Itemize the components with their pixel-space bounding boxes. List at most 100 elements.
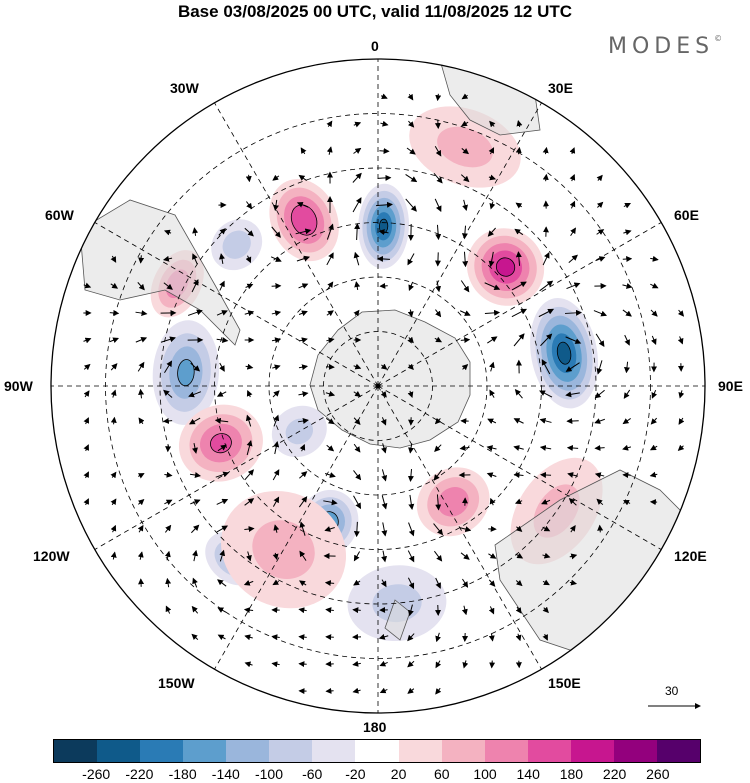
wind-arrow: [163, 282, 173, 290]
wind-arrow: [353, 121, 362, 128]
wind-arrow: [244, 469, 254, 481]
colorbar-cell: [527, 740, 571, 762]
wind-arrow: [353, 551, 361, 562]
wind-arrow: [651, 335, 657, 346]
wind-arrow: [109, 337, 119, 344]
wind-arrow: [244, 526, 255, 533]
wind-arrow: [435, 224, 442, 241]
wind-arrow: [381, 522, 388, 537]
modes-logo: MODES©: [608, 34, 722, 59]
wind-arrow: [245, 283, 254, 290]
colorbar: [53, 739, 701, 763]
wind-arrow: [298, 310, 308, 317]
wind-arrow: [624, 334, 630, 346]
wind-arrow: [408, 522, 415, 537]
negative-anomaly: [358, 183, 409, 269]
wind-arrow: [516, 120, 523, 128]
lon-label-30e: 30E: [548, 80, 573, 96]
wind-arrow: [542, 525, 551, 532]
wind-arrow: [83, 498, 89, 506]
wind-arrow: [110, 471, 117, 479]
wind-arrow: [565, 391, 580, 398]
wind-arrow: [243, 607, 254, 614]
wind-arrow: [488, 147, 495, 155]
wind-arrow: [596, 174, 603, 182]
wind-arrow: [623, 202, 632, 209]
wind-arrow: [434, 119, 441, 130]
colorbar-cell: [183, 740, 227, 762]
wind-arrow: [539, 280, 554, 292]
wind-arrow: [377, 174, 392, 181]
wind-arrow: [538, 308, 555, 318]
wind-arrow: [651, 389, 658, 399]
wind-arrow: [138, 255, 145, 264]
wind-arrow: [462, 578, 469, 588]
wind-arrow: [650, 282, 659, 289]
wind-arrow: [594, 418, 605, 424]
positive-anomaly: [178, 404, 263, 482]
wind-arrow: [622, 418, 631, 425]
wind-arrow: [352, 687, 361, 694]
map-border: [50, 58, 706, 714]
wind-arrow: [216, 498, 229, 505]
wind-arrow: [489, 201, 496, 210]
wind-arrow: [407, 633, 415, 642]
wind-arrow: [299, 580, 307, 587]
south-pole-point: [375, 383, 381, 389]
wind-arrow: [433, 523, 444, 536]
wind-arrow: [164, 499, 173, 506]
lon-label-150w: 150W: [158, 675, 195, 691]
wind-arrow: [324, 580, 335, 587]
colorbar-tick-label: -180: [168, 766, 197, 782]
wind-arrow: [245, 174, 252, 183]
colorbar-tick-label: 180: [559, 766, 584, 782]
wind-arrow: [514, 389, 523, 399]
wind-arrow: [325, 390, 336, 397]
wind-arrow: [407, 550, 415, 563]
wind-arrow: [461, 605, 468, 616]
positive-anomaly: [269, 178, 339, 262]
wind-arrow: [569, 147, 576, 155]
wind-arrow: [272, 552, 279, 561]
wind-arrow: [191, 605, 199, 614]
wind-arrow: [514, 498, 523, 505]
wind-arrow: [298, 607, 307, 614]
wind-arrow: [215, 471, 230, 478]
wind-arrow: [487, 336, 498, 344]
wind-arrow: [435, 660, 442, 669]
wind-arrow: [353, 390, 362, 397]
wind-arrow: [595, 333, 605, 347]
anomaly-contour: [252, 520, 315, 579]
wind-arrow: [565, 336, 582, 344]
wind-arrow: [488, 606, 495, 615]
wind-vectors: [83, 93, 685, 695]
wind-arrow: [459, 526, 472, 533]
wind-arrow: [435, 577, 441, 589]
wind-arrow: [192, 577, 198, 588]
wind-arrow: [511, 308, 528, 318]
colorbar-cell: [355, 740, 399, 762]
colorbar-tick-label: -20: [345, 766, 366, 782]
wind-arrow: [539, 445, 552, 451]
wind-arrow: [460, 337, 471, 344]
wind-arrow: [435, 632, 442, 643]
wind-arrow: [218, 228, 226, 236]
lon-label-0: 0: [371, 38, 379, 54]
colorbar-tick-label: -60: [302, 766, 323, 782]
wind-arrow: [353, 147, 362, 154]
wind-arrow: [460, 120, 469, 127]
wind-arrow: [162, 255, 173, 262]
wind-arrow: [83, 282, 92, 289]
wind-arrow: [513, 418, 524, 424]
wind-arrow: [407, 604, 414, 617]
wind-arrow: [110, 498, 117, 506]
wind-arrow: [219, 549, 226, 562]
wind-arrow: [408, 494, 415, 511]
wind-arrow: [270, 256, 282, 262]
positive-anomaly: [221, 490, 347, 609]
wind-arrow: [83, 471, 89, 479]
colorbar-cell: [613, 740, 657, 762]
wind-arrow: [352, 172, 362, 183]
wind-arrow: [484, 309, 501, 316]
wind-arrow: [163, 389, 173, 398]
